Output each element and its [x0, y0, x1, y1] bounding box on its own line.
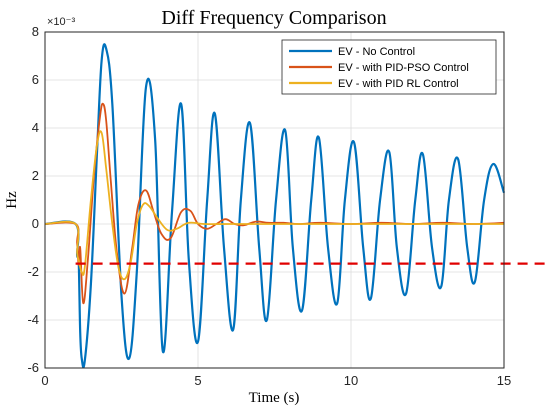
y-tick-label: -4	[27, 312, 39, 327]
x-axis-label: Time (s)	[249, 390, 300, 406]
x-tick-label: 15	[497, 373, 511, 388]
y-tick-label: 8	[32, 24, 39, 39]
legend: EV - No Control EV - with PID-PSO Contro…	[282, 40, 496, 94]
y-tick-label: 2	[32, 168, 39, 183]
y-axis-ticks: -6 -4 -2 0 2 4 6 8	[27, 24, 39, 375]
x-tick-label: 10	[344, 373, 358, 388]
y-scale-exponent: ×10⁻³	[47, 16, 75, 28]
y-tick-label: -6	[27, 360, 39, 375]
chart-title: Diff Frequency Comparison	[161, 7, 386, 29]
y-tick-label: 6	[32, 72, 39, 87]
y-tick-label: 4	[32, 120, 39, 135]
x-axis-ticks: 0 5 10 15	[41, 373, 511, 388]
x-tick-label: 5	[194, 373, 201, 388]
y-axis-label: Hz	[4, 191, 20, 209]
y-tick-label: -2	[27, 264, 39, 279]
y-tick-label: 0	[32, 216, 39, 231]
x-tick-label: 0	[41, 373, 48, 388]
legend-label-no-control: EV - No Control	[338, 46, 415, 58]
legend-label-pid-rl: EV - with PID RL Control	[338, 78, 459, 90]
legend-label-pid-pso: EV - with PID-PSO Control	[338, 62, 469, 74]
